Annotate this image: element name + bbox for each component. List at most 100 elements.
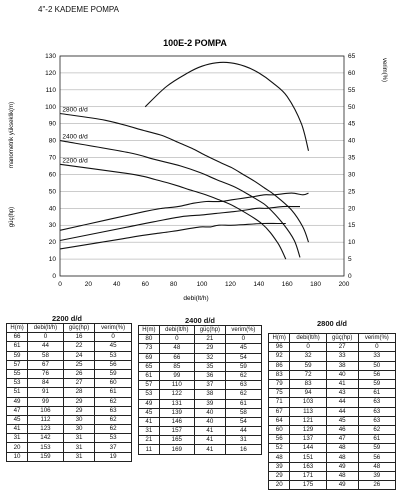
power-curve: [59, 192, 309, 231]
data-table-2800: H(m) debi(lt/h) güç(hp) verim(%) 96 0 27 0 92 32 3…: [267, 332, 397, 491]
table-cell: 39: [193, 398, 226, 409]
table-cell: 63: [357, 406, 397, 417]
pump-performance-chart: 100E-2 POMPA 2800 d/d 2400 d/d 2200 d/d 0 1…: [9, 38, 387, 302]
y-tick-label-right: 50: [348, 104, 356, 111]
table-row: 64 121 45 63: [267, 415, 397, 426]
table-cell: 53: [94, 433, 132, 444]
table-cell: 29: [62, 396, 96, 407]
table-cell: 58: [27, 350, 64, 361]
y-tick-label-left: 70: [49, 155, 57, 162]
table-row: 29 171 48 39: [267, 470, 397, 482]
table-cell: 30: [62, 414, 96, 426]
grid: [60, 55, 344, 277]
column-header: H(m): [138, 324, 160, 336]
table-cell: 16: [62, 332, 96, 343]
speed-label: 2800 d/d: [62, 107, 88, 114]
table-cell: 56: [357, 369, 397, 380]
table-cell: 94: [289, 388, 327, 399]
table-cell: 45: [325, 415, 359, 426]
table-cell: 54: [224, 416, 263, 428]
table-cell: 99: [158, 370, 195, 382]
x-axis-label: debi(lt/h): [183, 295, 208, 302]
table-row: 41 123 30 62: [5, 424, 132, 435]
table-row: 65 85 35 59: [138, 361, 263, 372]
table-row: 75 94 43 61: [267, 388, 397, 399]
table-cell: 75: [267, 388, 291, 399]
table-cell: 59: [224, 361, 263, 372]
table-cell: 61: [357, 434, 397, 445]
y-tick-label-right: 45: [348, 121, 356, 128]
table-cell: 59: [289, 360, 327, 371]
table-cell: 47: [325, 434, 359, 445]
table-cell: 41: [5, 424, 29, 435]
y-tick-label-left: 50: [49, 188, 57, 195]
table-cell: 39: [267, 461, 291, 472]
table-cell: 41: [193, 426, 226, 437]
table-row: 73 48 29 45: [138, 343, 263, 354]
table-cell: 0: [27, 332, 64, 343]
table-cell: 36: [193, 370, 226, 382]
table-cell: 29: [193, 343, 226, 354]
y-tick-label-left: 120: [45, 70, 56, 77]
table-cell: 45: [138, 407, 160, 418]
column-header: güç(hp): [325, 332, 359, 344]
table-cell: 67: [267, 406, 291, 417]
head-curve: [59, 112, 310, 243]
y-tick-label-right: 0: [348, 273, 352, 280]
y-axis-label-left: manometrik yükseklik(m): [9, 102, 15, 168]
table-cell: 61: [224, 398, 263, 409]
table-row: 83 72 40 56: [267, 369, 397, 380]
table-cell: 86: [267, 360, 291, 371]
table-cell: 52: [267, 443, 291, 454]
y-tick-label-right: 40: [348, 138, 356, 145]
table-cell: 38: [193, 389, 226, 400]
table-cell: 103: [289, 397, 327, 408]
y-tick-label-left: 90: [49, 121, 57, 128]
table-cell: 129: [289, 424, 327, 436]
table-cell: 41: [325, 378, 359, 390]
x-tick-label: 80: [170, 281, 178, 288]
chart-title: 100E-2 POMPA: [163, 38, 227, 48]
table-row: 21 165 41 31: [138, 435, 263, 446]
table-cell: 62: [94, 396, 132, 407]
table-cell: 41: [193, 435, 226, 446]
table-cell: 48: [158, 343, 195, 354]
x-tick-label: 140: [253, 281, 264, 288]
y-tick-label-left: 10: [49, 256, 57, 263]
table-row: 49 131 39 61: [138, 398, 263, 409]
axes: 0102030405060708090100110120130051015202…: [45, 53, 355, 288]
table-cell: 31: [62, 442, 96, 453]
table-cell: 20: [267, 479, 291, 491]
table-cell: 29: [267, 470, 291, 482]
table-cell: 131: [158, 398, 195, 409]
table-cell: 49: [138, 398, 160, 409]
table-cell: 30: [62, 424, 96, 435]
x-tick-label: 0: [58, 281, 62, 288]
table-cell: 76: [27, 368, 64, 380]
y-tick-label-left: 30: [49, 222, 57, 229]
table-cell: 22: [62, 341, 96, 352]
table-cell: 62: [94, 424, 132, 435]
table-header-row: H(m) debi(lt/h) güç(hp) verim(%): [5, 322, 132, 334]
table-row: 53 84 27 60: [5, 378, 132, 389]
column-header: H(m): [267, 332, 291, 344]
table-cell: 48: [325, 443, 359, 454]
table-row: 31 142 31 53: [5, 433, 132, 444]
table-cell: 19: [94, 451, 132, 462]
table-row: 45 139 40 58: [138, 407, 263, 418]
table-cell: 59: [5, 350, 29, 361]
table-cell: 21: [193, 334, 226, 345]
table-cell: 49: [325, 479, 359, 491]
y-tick-label-left: 100: [45, 104, 56, 111]
y-tick-label-right: 15: [348, 222, 356, 229]
table-cell: 79: [267, 378, 291, 390]
table-cell: 24: [62, 350, 96, 361]
table-cell: 59: [357, 378, 397, 390]
y-tick-label-right: 30: [348, 171, 356, 178]
table-header-row: H(m) debi(lt/h) güç(hp) verim(%): [267, 332, 397, 344]
table-cell: 58: [224, 407, 263, 418]
x-tick-label: 180: [310, 281, 321, 288]
table-cell: 153: [27, 442, 64, 453]
table-row: 53 122 38 62: [138, 389, 263, 400]
table-cell: 62: [224, 389, 263, 400]
